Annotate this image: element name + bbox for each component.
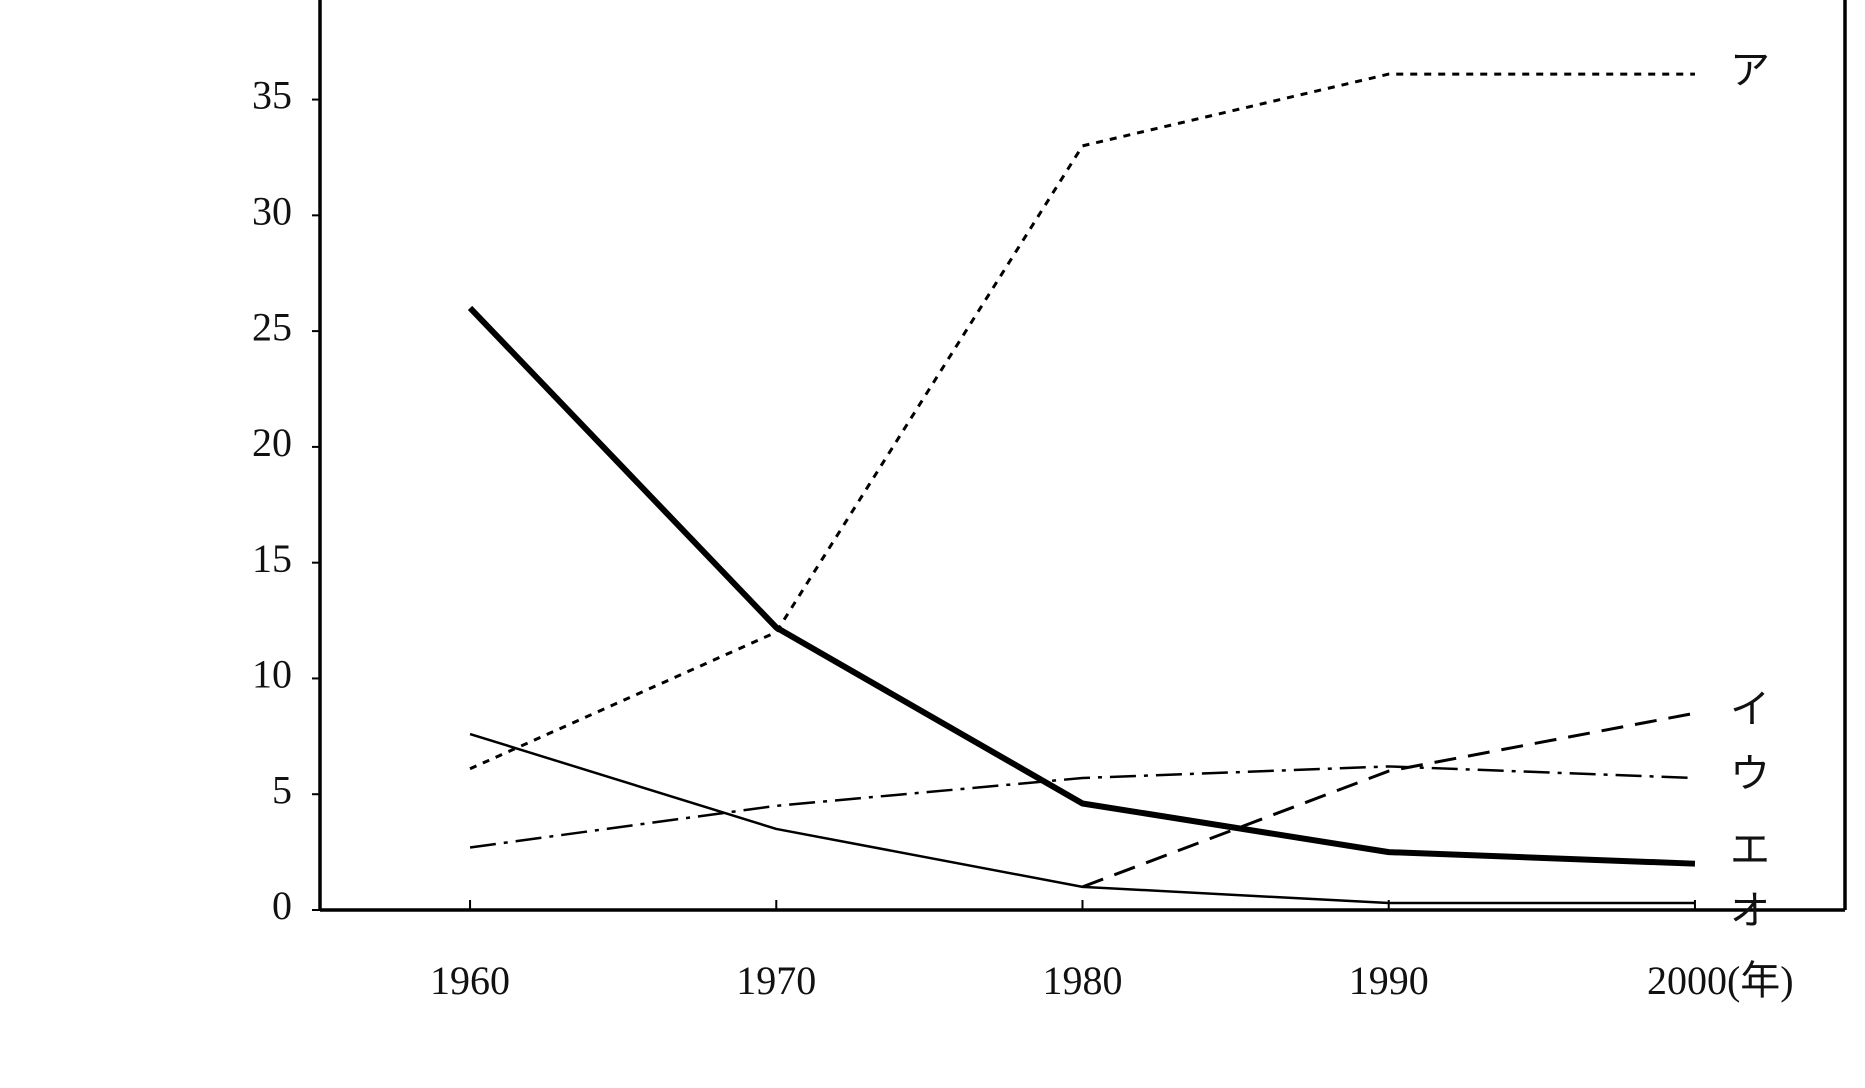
x-tick-label: 2000(年): [1647, 958, 1794, 1003]
series-line: [1081, 711, 1696, 889]
y-tick-label: 15: [252, 536, 292, 581]
series-label: オ: [1730, 888, 1770, 933]
series-label: イ: [1730, 686, 1770, 731]
y-tick-label: 0: [272, 883, 292, 928]
series-line: [469, 765, 1695, 849]
series-line: [467, 305, 1696, 867]
y-tick-label: 25: [252, 304, 292, 349]
y-tick-label: 20: [252, 420, 292, 465]
series-line: [469, 732, 1695, 905]
series-label: エ: [1730, 827, 1770, 872]
series-label: ア: [1730, 47, 1770, 92]
y-tick-label: 5: [272, 767, 292, 812]
y-tick-label: 35: [252, 73, 292, 118]
x-tick-label: 1970: [736, 958, 816, 1003]
series-label: ウ: [1730, 751, 1770, 796]
y-tick-label: 10: [252, 652, 292, 697]
x-tick-label: 1990: [1349, 958, 1429, 1003]
x-tick-label: 1980: [1043, 958, 1123, 1003]
y-tick-label: 30: [252, 189, 292, 234]
series-line: [469, 72, 1695, 771]
x-tick-label: 1960: [430, 958, 510, 1003]
